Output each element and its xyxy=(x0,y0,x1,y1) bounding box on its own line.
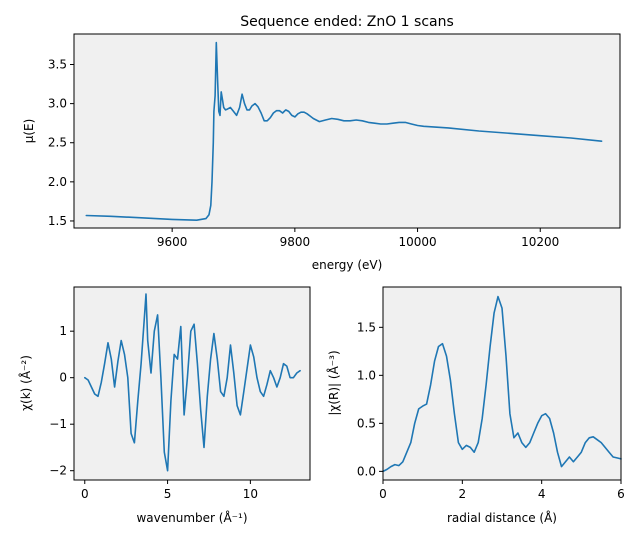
chi-k-panel: 0 5 10 −2 −1 0 1 wavenumber (Å⁻¹) χ(k) (Å⁻²) xyxy=(18,286,311,525)
chir-x-tick-label: 4 xyxy=(538,487,546,501)
mu-y-tick-label: 3.0 xyxy=(48,97,67,111)
mu-series-layer xyxy=(85,41,603,221)
chik-x-axis-label: wavenumber (Å⁻¹) xyxy=(136,510,247,525)
mu-axes-frame xyxy=(73,33,621,229)
chir-x-ticks: 0 2 4 6 xyxy=(379,480,625,501)
chik-y-tick-label: −2 xyxy=(49,464,67,478)
chir-axes-frame xyxy=(382,286,622,481)
chik-x-tick-label: 5 xyxy=(164,487,172,501)
chik-y-tick-label: 1 xyxy=(59,324,67,338)
mu-x-tick-label: 9600 xyxy=(157,235,188,249)
chir-y-tick-label: 1.5 xyxy=(357,320,376,334)
chi-r-panel: 0 2 4 6 0.0 0.5 1.0 1.5 radial distance (Å) |χ… xyxy=(326,286,625,525)
mu-y-tick-label: 2.5 xyxy=(48,136,67,150)
chir-plot-area xyxy=(383,287,621,480)
mu-x-tick-label: 9800 xyxy=(280,235,311,249)
chir-x-tick-label: 2 xyxy=(459,487,467,501)
chik-x-tick-label: 0 xyxy=(81,487,89,501)
chir-x-tick-label: 6 xyxy=(617,487,625,501)
chir-series-line xyxy=(382,295,622,473)
mu-x-ticks: 9600 9800 10000 10200 xyxy=(157,228,559,249)
mu-y-tick-label: 3.5 xyxy=(48,58,67,72)
mu-series-line xyxy=(85,41,603,221)
chik-plot-area xyxy=(74,287,310,480)
chik-series-layer xyxy=(84,293,301,472)
chir-y-axis-label: |χ(R)| (Å⁻³) xyxy=(326,350,341,415)
chart-title: Sequence ended: ZnO 1 scans xyxy=(240,14,454,30)
chir-series-layer xyxy=(382,295,622,473)
mu-y-tick-label: 1.5 xyxy=(48,214,67,228)
mu-y-axis-label: μ(E) xyxy=(22,119,36,144)
chik-axes-frame xyxy=(73,286,311,481)
chik-series-line xyxy=(84,293,301,472)
chik-x-ticks: 0 5 10 xyxy=(81,480,258,501)
chir-x-axis-label: radial distance (Å) xyxy=(447,510,557,525)
chik-y-axis-label: χ(k) (Å⁻²) xyxy=(18,355,33,411)
chir-y-tick-label: 0.5 xyxy=(357,416,376,430)
mu-energy-panel: Sequence ended: ZnO 1 scans 9600 9800 1000… xyxy=(22,14,621,272)
chir-y-tick-label: 1.0 xyxy=(357,368,376,382)
chir-x-tick-label: 0 xyxy=(379,487,387,501)
mu-x-tick-label: 10200 xyxy=(521,235,559,249)
chir-y-ticks: 0.0 0.5 1.0 1.5 xyxy=(357,320,383,478)
mu-y-tick-label: 2.0 xyxy=(48,175,67,189)
chik-y-tick-label: −1 xyxy=(49,417,67,431)
mu-plot-area xyxy=(74,34,620,228)
mu-y-ticks: 1.5 2.0 2.5 3.0 3.5 xyxy=(48,58,74,228)
chir-y-tick-label: 0.0 xyxy=(357,464,376,478)
mu-x-tick-label: 10000 xyxy=(398,235,436,249)
chik-y-ticks: −2 −1 0 1 xyxy=(49,324,74,478)
mu-x-axis-label: energy (eV) xyxy=(312,258,383,272)
chik-x-tick-label: 10 xyxy=(243,487,258,501)
chik-y-tick-label: 0 xyxy=(59,371,67,385)
